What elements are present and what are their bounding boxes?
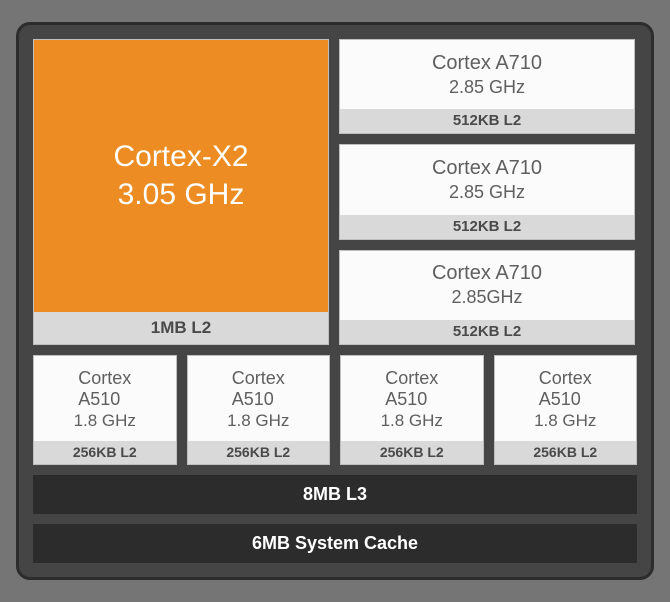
prime-core-l2: 1MB L2 — [34, 312, 328, 344]
big-cores-row: Cortex-X2 3.05 GHz 1MB L2 Cortex A710 2.… — [33, 39, 637, 345]
mid-core-body: Cortex A710 2.85GHz — [340, 251, 634, 320]
mid-core-1: Cortex A710 2.85 GHz 512KB L2 — [339, 144, 635, 239]
prime-core-freq: 3.05 GHz — [118, 178, 245, 212]
little-core-name: Cortex A510 — [385, 368, 438, 409]
l3-cache-bar: 8MB L3 — [33, 475, 637, 514]
mid-core-l2: 512KB L2 — [340, 215, 634, 239]
prime-core-body: Cortex-X2 3.05 GHz — [34, 40, 328, 312]
mid-core-name: Cortex A710 — [432, 157, 542, 180]
mid-core-l2: 512KB L2 — [340, 320, 634, 344]
little-core-3: Cortex A510 1.8 GHz 256KB L2 — [494, 355, 638, 465]
little-core-freq: 1.8 GHz — [74, 411, 136, 431]
little-core-name: Cortex A510 — [78, 368, 131, 409]
system-cache-bar: 6MB System Cache — [33, 524, 637, 563]
little-core-l2: 256KB L2 — [495, 441, 637, 464]
prime-core-name: Cortex-X2 — [113, 140, 248, 174]
little-cores-row: Cortex A510 1.8 GHz 256KB L2 Cortex A510… — [33, 355, 637, 465]
little-core-body: Cortex A510 1.8 GHz — [495, 356, 637, 441]
mid-core-body: Cortex A710 2.85 GHz — [340, 145, 634, 214]
mid-core-freq: 2.85GHz — [451, 287, 522, 308]
mid-core-2: Cortex A710 2.85GHz 512KB L2 — [339, 250, 635, 345]
little-core-l2: 256KB L2 — [34, 441, 176, 464]
little-core-name: Cortex A510 — [539, 368, 592, 409]
mid-core-freq: 2.85 GHz — [449, 182, 525, 203]
mid-core-freq: 2.85 GHz — [449, 77, 525, 98]
little-core-body: Cortex A510 1.8 GHz — [34, 356, 176, 441]
little-core-freq: 1.8 GHz — [227, 411, 289, 431]
mid-core-name: Cortex A710 — [432, 262, 542, 285]
mid-core-name: Cortex A710 — [432, 52, 542, 75]
little-core-l2: 256KB L2 — [341, 441, 483, 464]
little-core-body: Cortex A510 1.8 GHz — [188, 356, 330, 441]
mid-cores-column: Cortex A710 2.85 GHz 512KB L2 Cortex A71… — [339, 39, 635, 345]
soc-block-diagram: Cortex-X2 3.05 GHz 1MB L2 Cortex A710 2.… — [16, 22, 654, 580]
little-core-1: Cortex A510 1.8 GHz 256KB L2 — [187, 355, 331, 465]
mid-core-l2: 512KB L2 — [340, 109, 634, 133]
little-core-2: Cortex A510 1.8 GHz 256KB L2 — [340, 355, 484, 465]
little-core-l2: 256KB L2 — [188, 441, 330, 464]
mid-core-0: Cortex A710 2.85 GHz 512KB L2 — [339, 39, 635, 134]
prime-core: Cortex-X2 3.05 GHz 1MB L2 — [33, 39, 329, 345]
little-core-body: Cortex A510 1.8 GHz — [341, 356, 483, 441]
little-core-name: Cortex A510 — [232, 368, 285, 409]
mid-core-body: Cortex A710 2.85 GHz — [340, 40, 634, 109]
little-core-freq: 1.8 GHz — [534, 411, 596, 431]
little-core-freq: 1.8 GHz — [381, 411, 443, 431]
little-core-0: Cortex A510 1.8 GHz 256KB L2 — [33, 355, 177, 465]
